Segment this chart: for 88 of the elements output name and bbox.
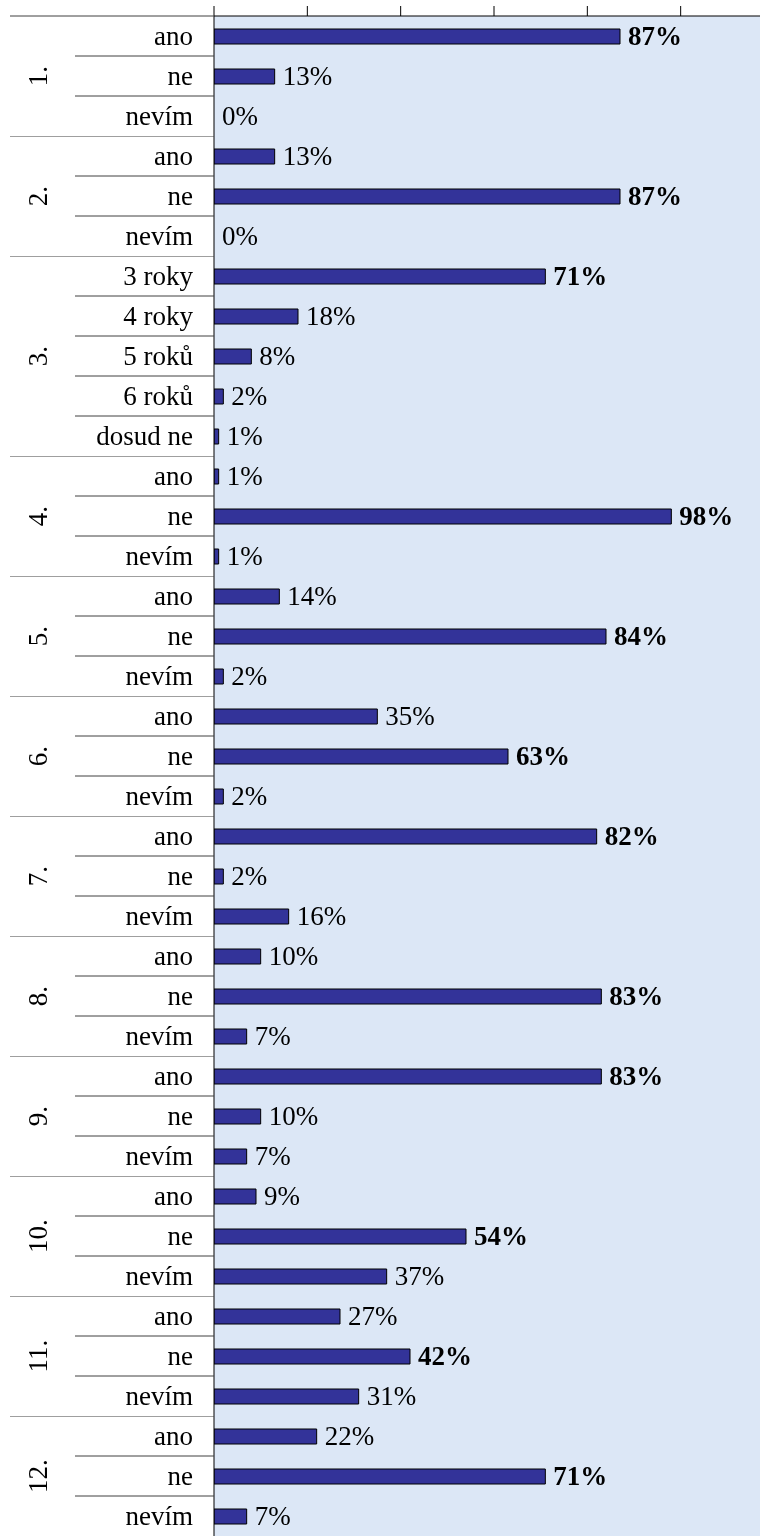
y-tick-label: nevím <box>125 1381 193 1411</box>
text: 8. <box>23 985 53 1007</box>
text: 6. <box>23 745 53 767</box>
data-label: 2% <box>231 861 268 891</box>
y-tick-label: nevím <box>125 1141 193 1171</box>
data-label: 1% <box>226 461 263 491</box>
data-label: 8% <box>259 341 296 371</box>
data-label: 14% <box>287 581 337 611</box>
data-label: 7% <box>254 1141 291 1171</box>
data-label: 10% <box>268 1101 319 1131</box>
y-tick-label: ano <box>154 1181 193 1211</box>
y-tick-label: ano <box>154 141 193 171</box>
data-label: 27% <box>348 1301 398 1331</box>
y-tick-label: ano <box>154 701 193 731</box>
y-tick-label: nevím <box>125 901 193 931</box>
data-label: 2% <box>231 661 268 691</box>
data-label: 87% <box>628 21 682 51</box>
y-tick-label: 3 roky <box>123 261 194 291</box>
y-tick-label: ne <box>167 741 194 771</box>
text: 3. <box>23 345 53 367</box>
data-label: 42% <box>418 1341 472 1371</box>
y-tick-label: ano <box>154 941 193 971</box>
data-label: 54% <box>474 1221 528 1251</box>
y-tick-label: ne <box>167 501 194 531</box>
y-tick-label: nevím <box>125 781 193 811</box>
data-label: 7% <box>254 1021 291 1051</box>
data-label: 13% <box>282 141 333 171</box>
y-tick-label: ne <box>167 1341 194 1371</box>
y-tick-label: nevím <box>125 1261 193 1291</box>
text: 12. <box>23 1459 53 1493</box>
y-tick-label: dosud ne <box>96 421 194 451</box>
text: 10. <box>23 1219 53 1253</box>
y-tick-label: ano <box>154 1061 193 1091</box>
data-label: 0% <box>222 221 258 251</box>
y-tick-label: 6 roků <box>123 381 194 411</box>
data-label: 1% <box>226 541 263 571</box>
data-label: 7% <box>254 1501 291 1531</box>
data-label: 13% <box>282 61 333 91</box>
data-label: 84% <box>614 621 668 651</box>
y-tick-label: ano <box>154 461 193 491</box>
y-tick-label: ne <box>167 61 194 91</box>
y-tick-label: ne <box>167 861 194 891</box>
data-label: 22% <box>324 1421 375 1451</box>
data-label: 2% <box>231 381 268 411</box>
y-tick-label: ano <box>154 1421 193 1451</box>
data-label: 1% <box>226 421 263 451</box>
y-tick-label: 4 roky <box>123 301 194 331</box>
y-tick-label: ne <box>167 621 194 651</box>
text: 2. <box>23 185 53 207</box>
y-tick-label: ano <box>154 821 193 851</box>
y-tick-label: nevím <box>125 661 193 691</box>
text: 11. <box>23 1339 53 1373</box>
data-label: 10% <box>268 941 319 971</box>
y-tick-label: ano <box>154 21 193 51</box>
y-tick-label: nevím <box>125 1021 193 1051</box>
data-label: 16% <box>296 901 347 931</box>
y-tick-label: ne <box>167 1461 194 1491</box>
y-tick-label: ano <box>154 1301 193 1331</box>
data-label: 82% <box>604 821 659 851</box>
data-label: 37% <box>394 1261 445 1291</box>
y-tick-label: nevím <box>125 1501 193 1531</box>
y-tick-label: ano <box>154 581 193 611</box>
text: 5. <box>23 625 53 647</box>
y-tick-label: ne <box>167 1101 194 1131</box>
y-tick-label: nevím <box>125 541 193 571</box>
y-tick-label: nevím <box>125 101 193 131</box>
text: 4. <box>23 505 53 527</box>
y-tick-label: ne <box>167 1221 194 1251</box>
data-label: 87% <box>628 181 682 211</box>
y-tick-label: nevím <box>125 221 193 251</box>
data-label: 9% <box>264 1181 300 1211</box>
data-label: 31% <box>366 1381 417 1411</box>
data-label: 2% <box>231 781 268 811</box>
data-label: 71% <box>553 1461 608 1491</box>
y-tick-label: 5 roků <box>123 341 194 371</box>
data-label: 98% <box>679 501 734 531</box>
y-tick-label: ne <box>167 981 194 1011</box>
data-label: 18% <box>306 301 356 331</box>
data-label: 83% <box>609 981 664 1011</box>
data-label: 35% <box>385 701 435 731</box>
text: 7. <box>23 865 53 887</box>
data-label: 0% <box>222 101 258 131</box>
y-tick-label: ne <box>167 181 194 211</box>
text: 1. <box>23 65 53 87</box>
text: 9. <box>23 1105 53 1127</box>
data-label: 63% <box>516 741 570 771</box>
data-label: 71% <box>553 261 608 291</box>
data-label: 83% <box>609 1061 664 1091</box>
